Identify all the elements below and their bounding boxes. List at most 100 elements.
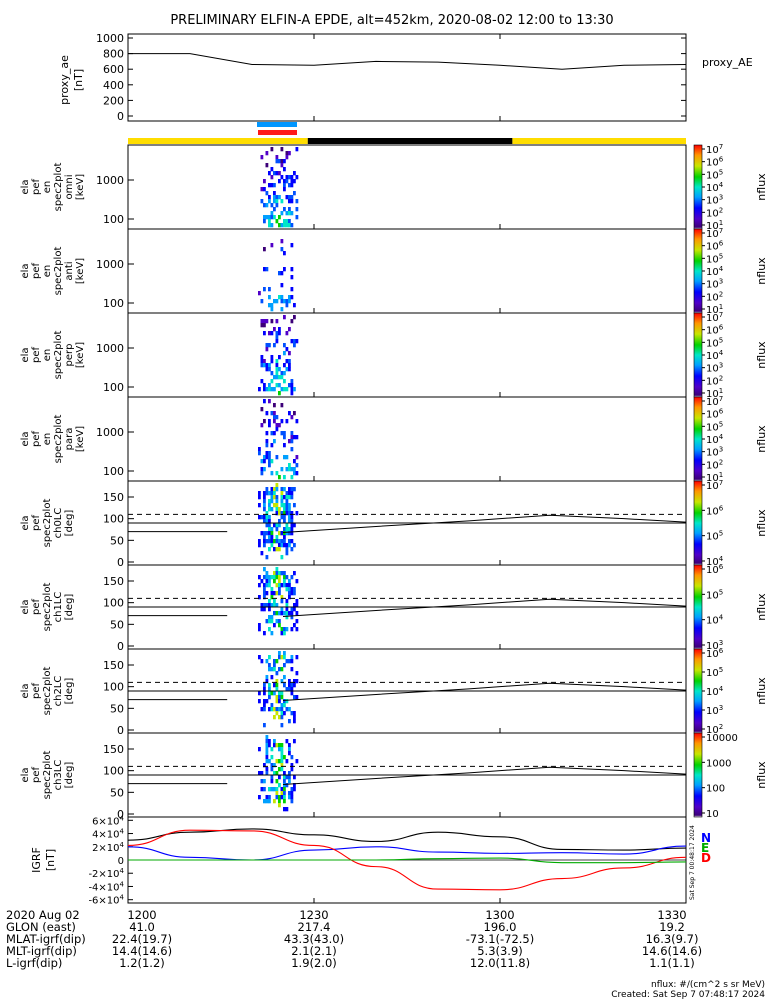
pa-panel-1-pixel [293,603,296,608]
pa-panel-3-ylabel-part: [deg] [64,762,75,789]
pa-panel-1-pixel [283,583,286,588]
pa-panel-2-pixel [270,707,274,712]
pa-panel-1-pixel [270,575,274,580]
pa-panel-2-pixel [260,659,264,664]
energy-panel-3-ylabel-part: en [42,433,53,446]
energy-panel-3-pixel [280,419,284,424]
pa-panel-1-pixel [275,603,279,608]
energy-panel-3-pixel [268,463,271,468]
energy-panel-3-pixel [293,459,296,464]
energy-panel-2-pixel [268,387,271,392]
pa-panel-1-pixel [270,603,274,608]
pa-panel-2-pixel [283,683,286,688]
pa-panel-2-pixel [263,683,266,688]
pa-panel-2-pixel [283,711,286,716]
energy-panel-2-frame [127,312,687,398]
pa-panel-3-pixel [268,743,271,748]
energy-panel-2-pixel [285,387,289,392]
energy-panel-2-pixel [295,339,299,344]
pa-panel-2-pixel [268,691,271,696]
pa-panel-0-pixel [263,491,266,496]
pa-panel-0-pixel [283,503,286,508]
energy-panel-3-pixel [290,435,294,440]
pa-panel-1-pixel [285,587,289,592]
pa-panel-2-pixel [293,683,296,688]
energy-panel-3-pixel [283,435,286,440]
energy-panel-2-pixel [293,387,296,392]
energy-panel-0-pixel [290,175,294,180]
energy-panel-0-pixel [278,159,281,164]
energy-panel-0-pixel [288,223,291,228]
energy-panel-2-pixel [273,327,276,332]
energy-panel-0-frame [127,144,687,230]
pa-panel-1-pixel [288,583,291,588]
energy-panel-3-pixel [290,447,294,452]
energy-panel-3-pixel [273,431,276,436]
pa-panel-2-pixel [285,687,289,692]
pa-panel-3-pixel [278,747,281,752]
energy-panel-0-pixel [275,155,279,160]
pa-panel-3-pixel [273,787,276,792]
pa-panel-0-pixel [278,543,281,548]
pa-panel-2-pixel [265,659,269,664]
pa-panel-2-pixel [285,699,289,704]
energy-panel-2-cbar-label: 101 [706,387,723,400]
ephem-row-value: 12.0(11.8) [470,956,530,970]
pa-panel-3-pixel [278,803,281,808]
pa-panel-3-pixel [288,795,291,800]
energy-panel-2-pixel [275,367,279,372]
energy-panel-2-pixel [263,323,266,328]
pa-panel-1-pixel [265,583,269,588]
energy-panel-3-pixel [260,471,264,476]
pa-panel-1-pixel [283,627,286,632]
energy-panel-3-pixel [290,415,294,420]
pa-panel-0-pixel [288,539,291,544]
pa-panel-3-pixel [260,771,264,776]
pa-panel-1-pixel [260,607,264,612]
pa-panel-2-pixel [293,719,296,724]
pa-panel-3-pixel [288,751,291,756]
pa-panel-3-pixel [280,759,284,764]
igrf-ytick-label: -4×104 [88,880,124,893]
proxy-ae-ytick-label: 200 [103,94,124,107]
pa-panel-2-ylabel-part: pef [31,683,42,700]
energy-panel-0-pixel [295,199,299,204]
pa-panel-3-pixel [283,779,286,784]
pa-panel-2-pixel [283,703,286,708]
pa-panel-3-pixel [265,759,269,764]
pa-panel-0-ylabel-part: ch0LC [53,508,64,539]
pa-panel-1-pixel [263,607,266,612]
pa-panel-1-pixel [273,591,276,596]
pa-panel-0-pixel [275,535,279,540]
pa-panel-0-pixel [270,487,274,492]
pa-panel-0-pixel [263,495,266,500]
pa-panel-1-pixel [285,603,289,608]
energy-panel-0-pixel [283,219,286,224]
pa-panel-1-pixel [268,627,271,632]
energy-panel-1-pixel [285,299,289,304]
pa-panel-3-pixel [273,799,276,804]
pa-panel-2-pixel [288,719,291,724]
pa-panel-2-pixel [275,707,279,712]
pa-panel-2-pixel [263,691,266,696]
pa-panel-0-pixel [275,511,279,516]
pa-panel-1-pixel [278,591,281,596]
pa-panel-2-pixel [270,667,274,672]
energy-panel-1-pixel [278,271,281,276]
pa-panel-1-pixel [278,571,281,576]
pa-panel-3-pixel [290,755,294,760]
energy-panel-0-pixel [290,199,294,204]
energy-panel-2-pixel [283,363,286,368]
proxy-ae-ytick-label: 800 [103,48,124,61]
pa-panel-0-pixel [268,503,271,508]
pa-panel-3-pixel [275,771,279,776]
pa-panel-3-pixel [290,799,294,804]
energy-panel-2-pixel [275,359,279,364]
pa-panel-3-pixel [263,799,266,804]
energy-panel-0-pixel [275,159,279,164]
pa-panel-0-cbar-label: 106 [706,504,724,517]
pa-panel-3-pixel [290,767,294,772]
pa-panel-0-pixel [285,507,289,512]
pa-panel-1-pixel [285,583,289,588]
pa-panel-0-pixel [295,511,299,516]
